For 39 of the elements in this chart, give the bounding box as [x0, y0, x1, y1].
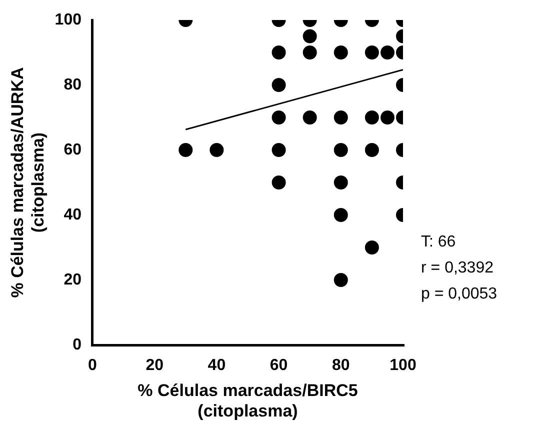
point — [380, 46, 394, 60]
y-tick-label: 20 — [64, 271, 82, 288]
point — [302, 46, 317, 60]
text: T: 66 — [421, 233, 456, 250]
point — [178, 143, 193, 157]
y-tick-label: 100 — [54, 11, 82, 28]
x-tick-label: 100 — [390, 357, 416, 374]
point — [334, 208, 348, 222]
point — [272, 143, 286, 157]
point — [302, 110, 317, 124]
point — [334, 110, 348, 124]
point — [272, 110, 286, 124]
y-tick-label: 60 — [64, 141, 82, 158]
point — [380, 110, 394, 124]
text: r = 0,3392 — [421, 259, 494, 276]
x-tick-label: 40 — [208, 357, 226, 374]
y-tick-label: 40 — [64, 206, 82, 224]
x-tick-label: 80 — [332, 357, 350, 374]
point — [302, 29, 317, 44]
point — [272, 46, 286, 60]
x-tick-label: 0 — [88, 357, 98, 374]
point — [334, 273, 348, 287]
point — [364, 240, 379, 254]
point — [210, 143, 224, 157]
point — [364, 110, 379, 124]
x-axis-title: % Células marcadas/BIRC5 (citoplasma) — [138, 381, 358, 420]
text: p = 0,0053 — [421, 285, 498, 302]
point — [334, 176, 348, 190]
point — [364, 143, 379, 157]
point — [364, 46, 379, 60]
y-tick-label: 0 — [72, 336, 82, 354]
x-tick-label: 60 — [270, 357, 288, 374]
y-tick-label: 80 — [64, 76, 82, 94]
point — [272, 176, 286, 190]
point — [334, 143, 348, 157]
y-axis-title: % Células marcadas/AURKA (citoplasma) — [8, 67, 48, 298]
point — [272, 78, 286, 92]
x-tick-label: 20 — [146, 357, 164, 374]
point — [334, 46, 348, 60]
